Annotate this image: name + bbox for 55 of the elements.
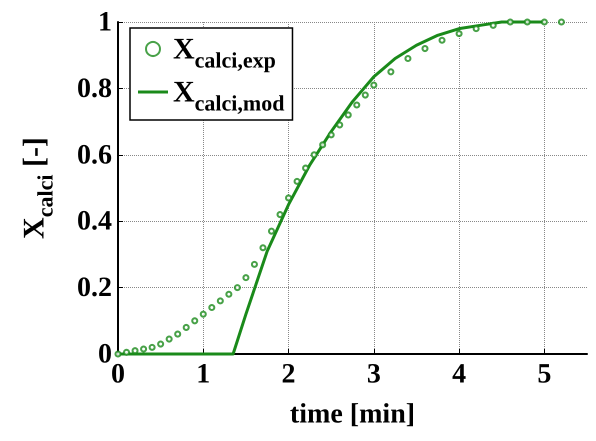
point bbox=[268, 228, 275, 235]
point bbox=[387, 68, 394, 76]
point bbox=[319, 141, 326, 148]
point bbox=[182, 324, 190, 331]
point bbox=[310, 151, 318, 158]
point bbox=[524, 18, 531, 26]
x-tick-label: 2 bbox=[282, 358, 296, 390]
point bbox=[302, 164, 310, 172]
point bbox=[276, 211, 284, 218]
x-axis-title: time [min] bbox=[290, 398, 416, 430]
x-tick-label: 5 bbox=[537, 358, 552, 390]
point bbox=[250, 260, 258, 268]
point bbox=[336, 121, 344, 128]
point bbox=[259, 244, 266, 252]
y-tick-label: 0 bbox=[98, 338, 112, 370]
y-axis-title: Xcalci [-] bbox=[18, 137, 58, 239]
point bbox=[225, 290, 232, 298]
point bbox=[174, 330, 182, 338]
point bbox=[421, 45, 428, 52]
y-tick-label: 0.2 bbox=[77, 272, 112, 304]
point bbox=[558, 18, 565, 26]
point bbox=[362, 92, 369, 99]
point bbox=[490, 22, 497, 29]
point bbox=[540, 18, 548, 26]
point bbox=[123, 348, 130, 356]
point bbox=[370, 82, 378, 89]
point bbox=[234, 284, 241, 292]
point bbox=[344, 111, 352, 118]
point bbox=[506, 18, 514, 26]
point bbox=[294, 178, 301, 185]
point bbox=[216, 297, 224, 304]
point bbox=[404, 55, 412, 62]
point bbox=[166, 336, 173, 343]
point bbox=[456, 30, 463, 38]
x-tick-label: 1 bbox=[196, 358, 210, 390]
point bbox=[353, 102, 360, 108]
point bbox=[208, 304, 216, 312]
point bbox=[200, 310, 207, 318]
point bbox=[148, 344, 156, 351]
point bbox=[132, 347, 139, 354]
y-tick-label: 1 bbox=[98, 6, 112, 38]
point bbox=[285, 194, 292, 202]
y-tick-label: 0.8 bbox=[77, 72, 112, 104]
point bbox=[472, 25, 480, 32]
point bbox=[242, 274, 250, 282]
point bbox=[157, 340, 164, 348]
x-tick-label: 3 bbox=[366, 358, 381, 390]
x-tick-label: 4 bbox=[452, 358, 466, 390]
point bbox=[191, 317, 198, 324]
point bbox=[438, 36, 446, 44]
y-tick-label: 0.6 bbox=[77, 139, 112, 170]
point bbox=[114, 350, 122, 358]
y-tick-label: 0.4 bbox=[77, 206, 112, 237]
point bbox=[328, 131, 335, 138]
point bbox=[140, 346, 148, 353]
